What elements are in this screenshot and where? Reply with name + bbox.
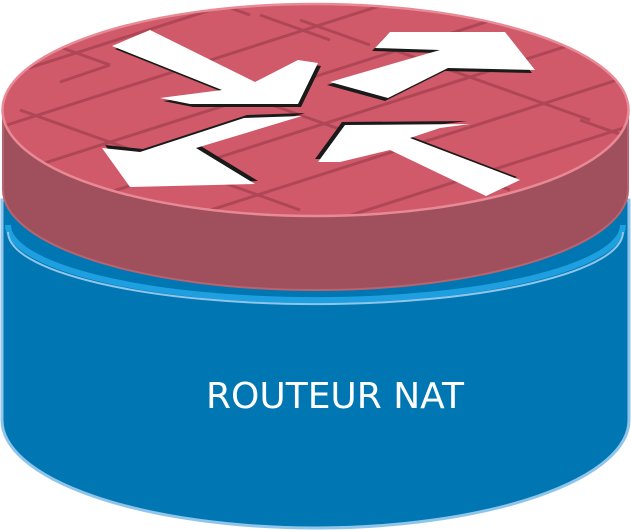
router-label: ROUTEUR NAT bbox=[206, 376, 465, 417]
